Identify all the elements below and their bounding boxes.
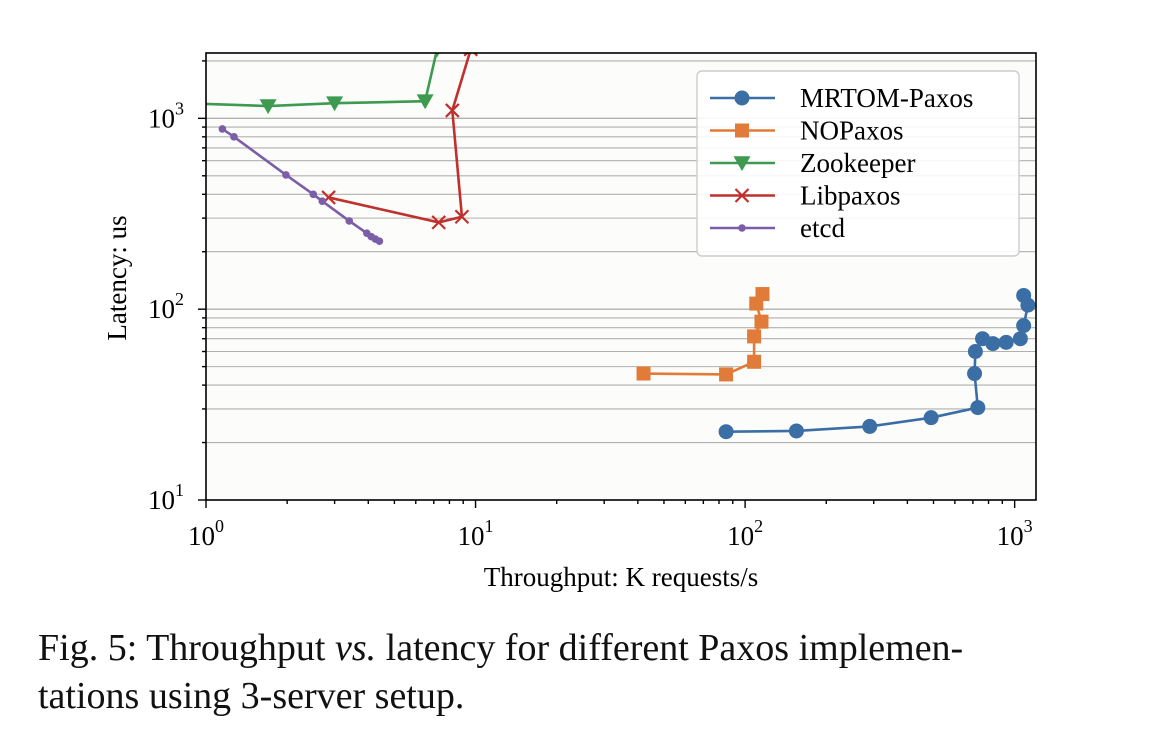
series-mrtom-paxos xyxy=(718,287,1036,440)
data-point xyxy=(734,188,750,203)
y-axis-label: Latency: us xyxy=(102,215,132,340)
x-tick-label: 102 xyxy=(727,516,763,551)
y-tick-label: 102 xyxy=(148,289,184,324)
data-point xyxy=(970,400,986,416)
data-point xyxy=(738,224,746,232)
data-point xyxy=(636,366,651,381)
series-nopaxos xyxy=(636,287,770,382)
series-layer xyxy=(206,53,1036,440)
data-point xyxy=(445,103,460,118)
figure-caption: Fig. 5: Throughput vs. latency for diffe… xyxy=(38,624,1128,720)
legend-label: MRTOM-Paxos xyxy=(800,83,973,113)
data-point xyxy=(734,90,750,106)
legend-label: Zookeeper xyxy=(800,148,915,178)
data-point xyxy=(719,367,734,382)
data-point xyxy=(718,424,734,440)
data-point xyxy=(788,423,804,439)
series-etcd xyxy=(218,125,384,246)
x-tick-label: 100 xyxy=(188,516,224,551)
data-point xyxy=(985,336,1001,352)
legend-label: Libpaxos xyxy=(800,181,901,211)
data-point xyxy=(230,133,238,141)
data-point xyxy=(1016,318,1032,334)
legend-label: NOPaxos xyxy=(800,116,904,146)
data-point xyxy=(747,354,762,369)
data-point xyxy=(735,123,749,138)
data-point xyxy=(998,334,1014,350)
data-point xyxy=(747,329,762,344)
data-point xyxy=(282,171,290,179)
legend-box xyxy=(696,70,1020,257)
data-point xyxy=(326,96,344,112)
data-point xyxy=(318,197,327,205)
data-point xyxy=(1012,331,1028,347)
x-axis-label: Throughput: K requests/s xyxy=(484,562,758,592)
x-tick-label: 103 xyxy=(997,516,1033,551)
data-point xyxy=(754,314,769,329)
y-tick-label: 103 xyxy=(148,98,184,133)
data-point xyxy=(259,99,277,115)
data-point xyxy=(733,156,751,172)
caption-line1-rest: latency for different Paxos implemen- xyxy=(376,627,964,669)
caption-prefix: Fig. 5: Throughput xyxy=(38,627,335,669)
data-point xyxy=(1016,287,1032,303)
legend-item: Libpaxos xyxy=(710,181,901,211)
caption-line2: tations using 3-server setup. xyxy=(38,675,465,717)
data-point xyxy=(345,217,354,225)
data-point xyxy=(967,366,983,382)
series-zookeeper xyxy=(206,53,440,115)
data-point xyxy=(218,125,227,133)
legend-label: etcd xyxy=(800,213,845,243)
legend-item: etcd xyxy=(710,213,845,243)
data-point xyxy=(967,344,983,360)
data-point xyxy=(309,190,318,199)
data-point xyxy=(755,287,770,302)
legend-item: MRTOM-Paxos xyxy=(710,83,973,113)
data-point xyxy=(431,215,446,230)
data-point xyxy=(923,410,939,426)
plot-frame xyxy=(205,52,1037,501)
data-point xyxy=(375,237,384,246)
caption-emphasis: vs. xyxy=(335,627,377,669)
legend-item: NOPaxos xyxy=(710,116,904,146)
data-point xyxy=(434,53,440,58)
data-point xyxy=(862,418,878,434)
y-tick-label: 101 xyxy=(148,480,184,515)
data-point xyxy=(416,94,434,110)
legend-item: Zookeeper xyxy=(710,148,915,178)
data-point xyxy=(454,209,470,225)
x-tick-label: 101 xyxy=(458,516,494,551)
